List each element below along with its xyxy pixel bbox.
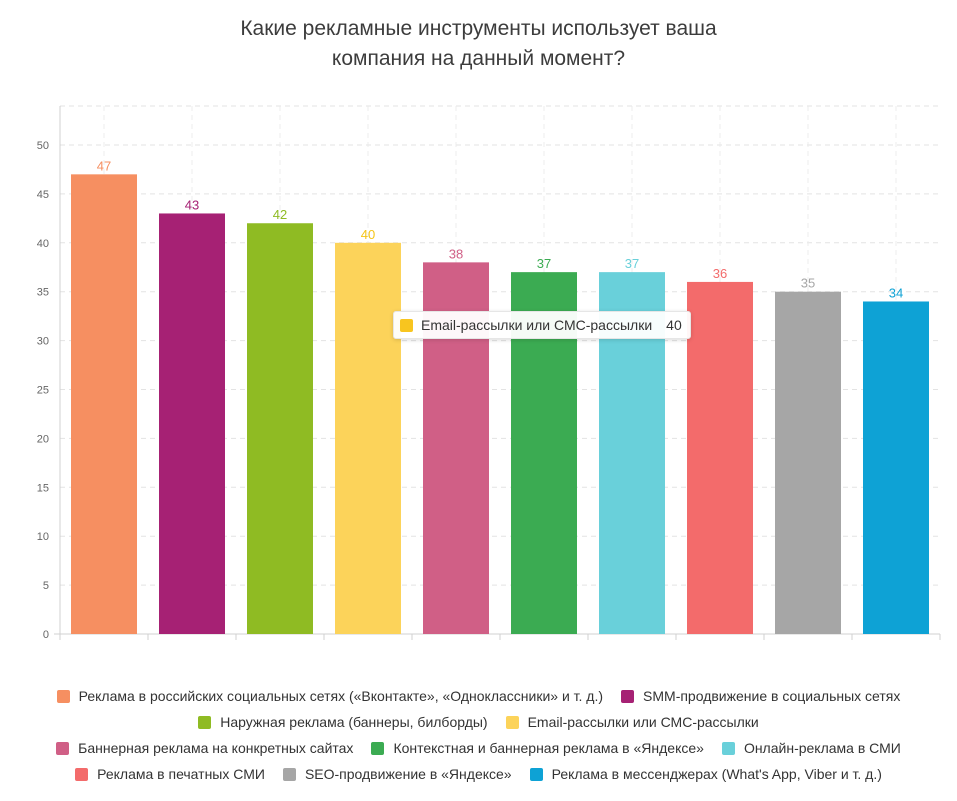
bar-value-label: 47 [97, 158, 111, 173]
legend-swatch [56, 689, 70, 703]
bar[interactable] [159, 213, 225, 634]
legend-item[interactable]: Контекстная и баннерная реклама в «Яндек… [371, 740, 704, 756]
bar[interactable] [775, 291, 841, 634]
bar-value-label: 42 [273, 207, 287, 222]
y-tick-label: 40 [37, 238, 49, 250]
legend-swatch [505, 715, 519, 729]
legend-swatch [282, 767, 296, 781]
y-tick-label: 5 [43, 580, 49, 592]
legend-label: Реклама в мессенджерах (What's App, Vibe… [551, 766, 882, 782]
bar-value-label: 38 [449, 246, 463, 261]
legend-item[interactable]: SMM-продвижение в социальных сетях [621, 688, 900, 704]
legend-swatch [721, 741, 735, 755]
tooltip-label: Email-рассылки или СМС-рассылки [421, 317, 653, 333]
y-tick-label: 45 [37, 189, 49, 201]
chart-legend: Реклама в российских социальных сетях («… [10, 683, 947, 787]
bar[interactable] [71, 174, 137, 634]
y-tick-label: 15 [37, 482, 49, 494]
bar-value-label: 43 [185, 197, 199, 212]
legend-label: Наружная реклама (баннеры, билборды) [220, 714, 488, 730]
bar-value-label: 34 [889, 285, 903, 300]
legend-row: Баннерная реклама на конкретных сайтах Ко… [10, 735, 947, 761]
chart-title-line-1: Какие рекламные инструменты использует в… [240, 17, 717, 40]
bar-value-label: 37 [537, 256, 551, 271]
legend-item[interactable]: Реклама в российских социальных сетях («… [56, 688, 604, 704]
y-tick-label: 35 [37, 287, 49, 299]
chart-title-line-2: компания на данный момент? [331, 47, 626, 70]
legend-item[interactable]: Баннерная реклама на конкретных сайтах [56, 740, 353, 756]
y-tick-label: 20 [37, 433, 49, 445]
bar[interactable] [863, 301, 929, 634]
legend-label: Реклама в печатных СМИ [97, 766, 265, 782]
bar-value-label: 40 [361, 227, 375, 242]
legend-label: Реклама в российских социальных сетях («… [78, 688, 604, 704]
legend-row: Реклама в печатных СМИ SEO-продвижение в … [10, 761, 947, 787]
bar[interactable] [687, 281, 753, 634]
legend-item[interactable]: Реклама в печатных СМИ [75, 766, 265, 782]
legend-row: Реклама в российских социальных сетях («… [10, 683, 947, 709]
bar[interactable] [247, 223, 313, 635]
legend-label: Контекстная и баннерная реклама в «Яндек… [393, 740, 704, 756]
y-tick-label: 50 [37, 140, 49, 152]
legend-label: Баннерная реклама на конкретных сайтах [78, 740, 354, 756]
bars [71, 174, 929, 635]
legend-item[interactable]: Наружная реклама (баннеры, билборды) [198, 714, 488, 730]
bar[interactable] [335, 242, 401, 635]
legend-swatch [56, 741, 70, 755]
legend-swatch [621, 689, 635, 703]
legend-row: Наружная реклама (баннеры, билборды) Emai… [10, 709, 947, 735]
legend-item[interactable]: Реклама в мессенджерах (What's App, Vibe… [529, 766, 882, 782]
tooltip-color-swatch [400, 318, 413, 332]
y-tick-label: 25 [37, 385, 49, 397]
data-labels: 47 43 42 40 38 37 37 36 35 34 [97, 158, 903, 300]
tooltip-value: 40 [666, 317, 682, 333]
legend-label: SEO-продвижение в «Яндексе» [304, 766, 512, 782]
legend-swatch [371, 741, 385, 755]
legend-label: Онлайн-реклама в СМИ [743, 740, 901, 756]
legend-item[interactable]: SEO-продвижение в «Яндексе» [282, 766, 512, 782]
legend-swatch [529, 767, 543, 781]
y-tick-label: 0 [43, 629, 49, 641]
legend-item[interactable]: Email-рассылки или СМС-рассылки [505, 714, 759, 730]
legend-label: SMM-продвижение в социальных сетях [643, 688, 901, 704]
legend-swatch [75, 767, 89, 781]
bar-chart: 0 5 10 15 20 25 30 35 40 45 50 47 43 42 40 38 37 37 36 35 3… [37, 105, 941, 641]
legend-label: Email-рассылки или СМС-рассылки [527, 714, 759, 730]
chart-title: Какие рекламные инструменты использует в… [0, 14, 957, 74]
bar-value-label: 35 [801, 276, 815, 291]
bar-value-label: 36 [713, 266, 727, 281]
bar-value-label: 37 [625, 256, 639, 271]
chart-tooltip: Email-рассылки или СМС-рассылки 40 [393, 311, 691, 339]
legend-item[interactable]: Онлайн-реклама в СМИ [721, 740, 901, 756]
y-tick-label: 30 [37, 336, 49, 348]
y-tick-label: 10 [37, 531, 49, 543]
legend-swatch [198, 715, 212, 729]
